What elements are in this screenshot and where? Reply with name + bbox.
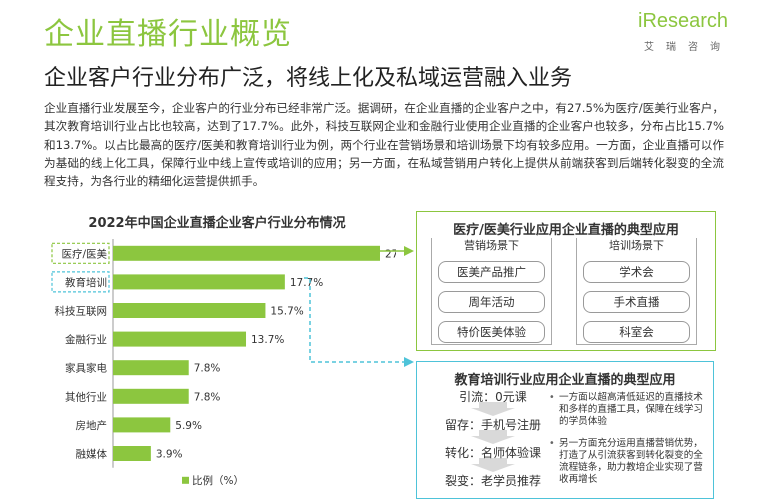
education-application-box: 教育培训行业应用企业直播的典型应用 引流：0元课 留存：手机号注册 转化：名师体… [416,361,714,499]
bullet-item: 一方面以超高清低延迟的直播技术和多样的直播工具，保障在线学习的学员体验 [549,392,709,429]
bar [113,245,380,261]
bar [113,331,247,347]
industry-distribution-chart: 2022年中国企业直播企业客户行业分布情况 医疗/医美 27.5% 教育培训 17.7… [46,212,396,504]
training-item: 学术会 [583,261,690,283]
category-highlight-frame [51,271,110,293]
chart-title: 2022年中国企业直播企业客户行业分布情况 [88,216,346,231]
education-box-title: 教育培训行业应用企业直播的典型应用 [454,373,676,388]
training-scene-head: 培训场景下 [577,238,696,254]
intro-paragraph: 企业直播行业发展至今，企业客户的行业分布已经非常广泛。据调研，在企业直播的企业客… [44,101,724,189]
connector-medical-arrow [404,246,414,256]
category-label: 科技互联网 [55,305,108,318]
iresearch-logo: iResearch 艾瑞咨询 [638,6,758,54]
value-label: 7.8% [194,391,221,403]
bar-chart-svg: 医疗/医美 27.5% 教育培训 17.7% 科技互联网 15.7% 金融行业 13.7% 家具… [51,239,396,487]
value-label: 27.5% [385,248,396,260]
connector-education-arrow [404,357,414,367]
category-label: 房地产 [76,419,108,432]
value-label: 13.7% [251,334,284,346]
marketing-item: 周年活动 [438,291,545,313]
connector-education [304,277,404,363]
conversion-funnel: 引流：0元课 留存：手机号注册 转化：名师体验课 裂变：老学员推荐 [423,388,563,498]
training-item: 科室会 [583,321,690,343]
value-label: 7.8% [194,363,221,375]
bar [113,274,285,290]
funnel-step: 裂变：老学员推荐 [444,474,541,488]
value-label: 17.7% [290,277,323,289]
funnel-arrow-shapes [471,402,515,472]
funnel-step: 留存：手机号注册 [444,418,541,432]
training-item: 手术直播 [583,291,690,313]
bar [113,388,189,404]
training-scene-panel: 培训场景下 学术会 手术直播 科室会 [576,238,697,345]
education-bullets: 一方面以超高清低延迟的直播技术和多样的直播工具，保障在线学习的学员体验 另一方面… [549,392,709,495]
category-label: 医疗/医美 [61,247,107,260]
value-label: 5.9% [175,420,202,432]
value-label: 3.9% [156,449,183,461]
down-arrow-icon [471,430,515,444]
value-label: 15.7% [270,306,303,318]
marketing-item: 医美产品推广 [438,261,545,283]
category-label: 其他行业 [65,390,107,403]
category-label: 教育培训 [65,276,107,289]
legend-label: 比例（%） [192,474,244,487]
page-subtitle: 企业客户行业分布广泛，将线上化及私域运营融入业务 [44,66,573,91]
category-highlight-frame [51,242,110,264]
logo-text: iResearch [638,10,729,32]
category-label: 融媒体 [76,448,108,461]
funnel-arrows [471,402,515,472]
medical-box-title: 医疗/医美行业应用企业直播的典型应用 [453,223,679,238]
down-arrow-icon [471,458,515,472]
marketing-scene-panel: 营销场景下 医美产品推广 周年活动 特价医美体验 [431,238,552,345]
bar [113,303,266,318]
marketing-item: 特价医美体验 [438,321,545,343]
category-label: 金融行业 [65,333,107,346]
bar [113,360,189,376]
bar [113,417,171,433]
marketing-scene-head: 营销场景下 [432,238,551,254]
bar [113,446,151,461]
funnel-step: 转化：名师体验课 [444,446,541,460]
category-label: 家具家电 [65,362,107,375]
bullet-item: 另一方面充分运用直播营销优势，打造了从引流获客到转化裂变的全流程链条，助力教培企… [549,438,709,487]
logo-subtext: 艾瑞咨询 [644,42,732,53]
page-title: 企业直播行业概览 [44,17,292,52]
down-arrow-icon [471,402,515,416]
funnel-step: 引流：0元课 [459,390,527,404]
medical-application-box: 医疗/医美行业应用企业直播的典型应用 营销场景下 医美产品推广 周年活动 特价医… [416,211,716,351]
legend-swatch [182,476,189,484]
